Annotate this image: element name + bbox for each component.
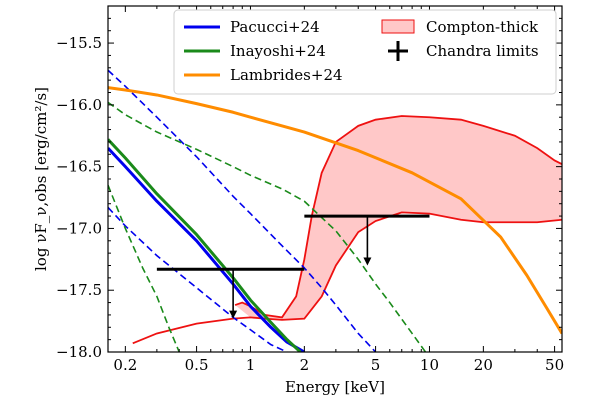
legend: Pacucci+24 Inayoshi+24 Lambrides+24 Compton… <box>173 9 557 95</box>
x-tick-label: 2 <box>300 356 310 374</box>
chandra-limit-arrow-head <box>229 310 238 319</box>
legend-entry-2: Inayoshi+24 <box>184 42 326 60</box>
legend-label: Chandra limits <box>426 42 539 60</box>
legend-entry-5: Chandra limits <box>388 41 539 61</box>
y-tick-label: −18.0 <box>56 343 102 361</box>
series-line-lambrides-24 <box>108 86 562 335</box>
series-line-pacucci-24-lower <box>108 206 288 352</box>
y-tick-label: −15.5 <box>56 34 102 52</box>
legend-label: Inayoshi+24 <box>230 42 326 60</box>
y-tick-label: −16.0 <box>56 96 102 114</box>
legend-entry-4: Compton-thick <box>381 18 539 36</box>
y-tick-label: −17.0 <box>56 219 102 237</box>
x-tick-label: 10 <box>420 356 439 374</box>
chandra-limit-arrow-head <box>363 257 372 266</box>
y-axis-label: log νF_ν,obs [erg/cm²/s] <box>32 87 50 271</box>
chandra-limit-1 <box>156 267 305 319</box>
series-line-inayoshi-24-lower <box>108 184 180 352</box>
x-tick-label: 0.5 <box>185 356 209 374</box>
x-axis-label: Energy [keV] <box>285 378 385 396</box>
legend-label: Compton-thick <box>426 18 539 36</box>
x-tick-label: 20 <box>474 356 493 374</box>
legend-entry-1: Pacucci+24 <box>184 18 320 36</box>
compton-thick-fill <box>235 115 562 320</box>
legend-swatch-patch <box>381 19 415 34</box>
legend-label: Lambrides+24 <box>230 66 343 84</box>
axis-ticks-layer: 0.2 0.5 1 2 5 10 20 50 −18.0 −17.5 −17.0 −16.5 −16.0… <box>56 6 564 374</box>
legend-entry-3: Lambrides+24 <box>184 66 343 84</box>
legend-box <box>173 9 557 95</box>
series-line-pacucci-24-upper <box>108 69 377 352</box>
chandra-limit-2 <box>304 214 430 266</box>
y-tick-label: −16.5 <box>56 158 102 176</box>
compton-thick-upper-edge <box>234 115 562 319</box>
legend-label: Pacucci+24 <box>230 18 320 36</box>
chandra-limits-layer <box>156 214 430 319</box>
y-tick-label: −17.5 <box>56 281 102 299</box>
x-tick-label: 50 <box>545 356 564 374</box>
x-tick-label: 1 <box>246 356 256 374</box>
series-line-inayoshi-24 <box>108 138 302 352</box>
x-tick-label: 5 <box>371 356 381 374</box>
x-tick-label: 0.2 <box>113 356 137 374</box>
